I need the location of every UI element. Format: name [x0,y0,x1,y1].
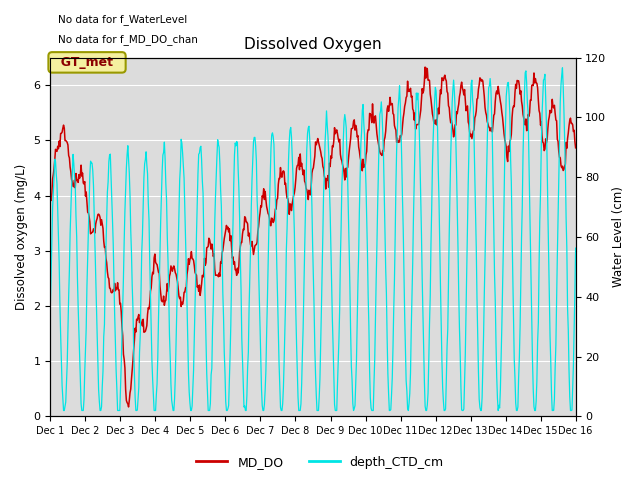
Text: GT_met: GT_met [52,56,122,69]
Title: Dissolved Oxygen: Dissolved Oxygen [244,37,382,52]
Y-axis label: Dissolved oxygen (mg/L): Dissolved oxygen (mg/L) [15,164,28,310]
Legend: MD_DO, depth_CTD_cm: MD_DO, depth_CTD_cm [191,451,449,474]
Y-axis label: Water Level (cm): Water Level (cm) [612,187,625,288]
Text: No data for f_MD_DO_chan: No data for f_MD_DO_chan [58,34,198,45]
Text: No data for f_WaterLevel: No data for f_WaterLevel [58,14,187,25]
